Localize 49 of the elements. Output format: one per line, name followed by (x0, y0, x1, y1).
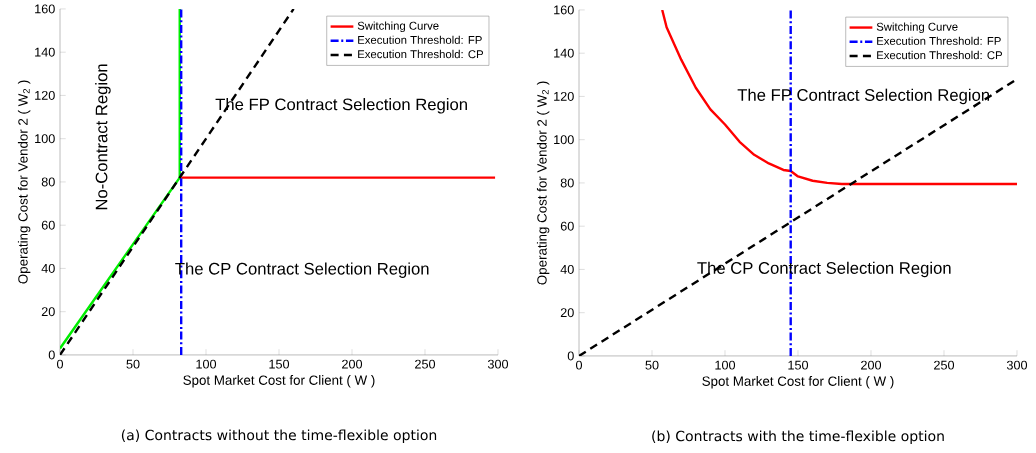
x-tick-label: 200 (861, 360, 882, 370)
x-tick-label: 50 (126, 359, 140, 369)
y-tick-label: 20 (560, 308, 574, 318)
y-tick-label: 100 (554, 135, 574, 145)
y-axis-title: Operating Cost for Vendor 2 ( W$_{2}$ ) (17, 80, 31, 284)
x-axis-title: Spot Market Cost for Client ( W ) (702, 376, 894, 389)
y-tick-label: 160 (35, 4, 55, 14)
y-tick-label: 40 (41, 263, 55, 273)
legend-label: Switching Curve (357, 21, 439, 33)
annotation: The FP Contract Selection Region (215, 98, 467, 114)
legend-label: Execution Threshold: CP (877, 50, 1003, 60)
y-axis-title: Operating Cost for Vendor 2 ( W$_{2}$ ) (536, 81, 550, 285)
y-tick-label: 80 (560, 178, 574, 188)
y-tick-label: 120 (35, 90, 55, 100)
y-tick-label: 120 (554, 91, 574, 101)
x-tick-label: 250 (415, 359, 436, 369)
y-tick-label: 40 (560, 264, 574, 274)
y-tick-label: 60 (560, 221, 574, 231)
x-tick-label: 0 (56, 359, 64, 369)
legend-label: Execution Threshold: FP (877, 36, 1001, 46)
y-tick-label: 160 (554, 5, 574, 15)
x-tick-label: 50 (645, 360, 659, 370)
x-tick-label: 150 (269, 359, 290, 369)
annotation: The CP Contract Selection Region (697, 261, 951, 278)
y-tick-label: 80 (41, 177, 55, 187)
x-tick-label: 100 (715, 360, 736, 370)
text: (a) Contracts without the time-flexible option (121, 429, 437, 444)
y-tick-label: 0 (567, 351, 574, 361)
x-tick-label: 250 (934, 360, 955, 370)
annotation: The FP Contract Selection Region (737, 88, 990, 105)
annotation: The CP Contract Selection Region (175, 262, 429, 278)
y-tick-label: 20 (41, 307, 55, 317)
annotation: No-Contract Region (95, 64, 111, 210)
x-axis-title: Spot Market Cost for Client ( W ) (183, 375, 375, 388)
y-tick-label: 100 (35, 134, 55, 144)
x-tick-label: 0 (575, 360, 583, 370)
legend-label: Execution Threshold: FP (358, 35, 482, 45)
x-tick-label: 300 (1006, 360, 1028, 370)
y-tick-label: 0 (48, 350, 55, 360)
x-tick-label: 300 (487, 359, 509, 369)
y-tick-label: 140 (35, 47, 55, 57)
x-tick-label: 100 (196, 359, 217, 369)
y-tick-label: 60 (41, 220, 55, 230)
x-tick-label: 200 (342, 359, 363, 369)
text: (b) Contracts with the time-flexible option (652, 430, 944, 445)
y-tick-label: 140 (554, 48, 574, 58)
legend-label: Switching Curve (876, 22, 958, 34)
legend-label: Execution Threshold: CP (358, 49, 484, 59)
x-tick-label: 150 (788, 360, 809, 370)
